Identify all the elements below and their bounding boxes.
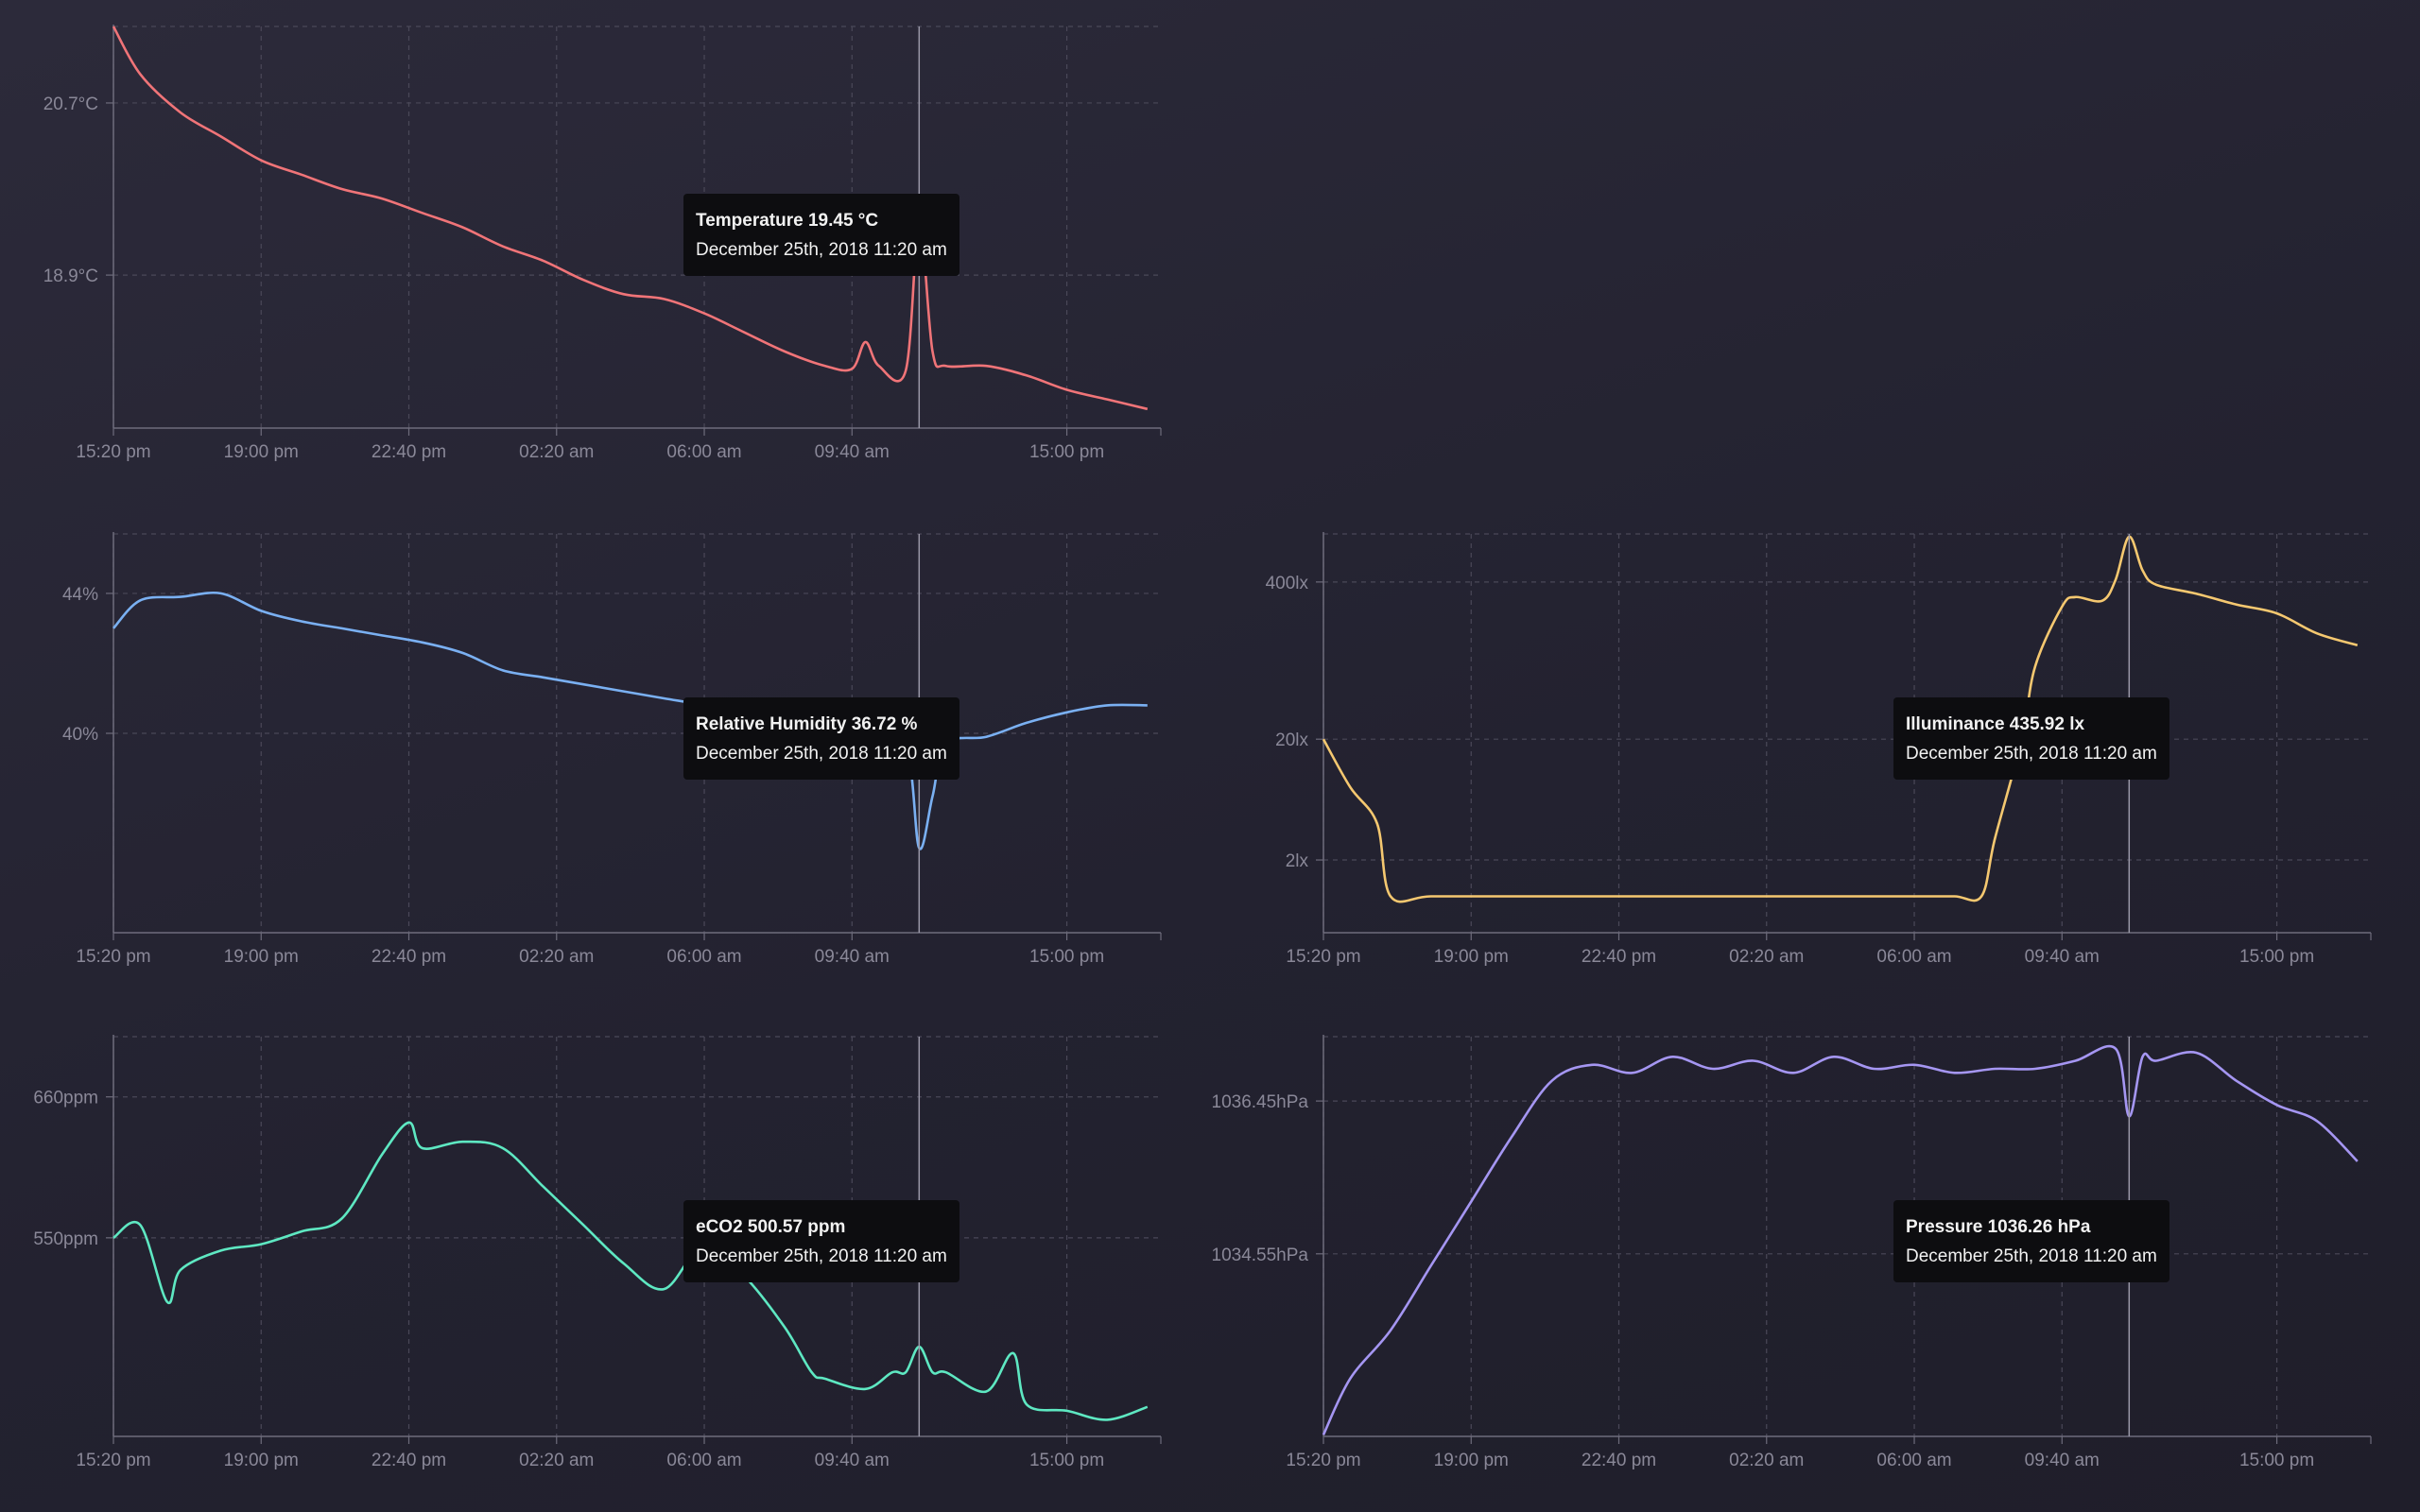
- tooltip-humidity-title: Relative Humidity 36.72 %: [696, 714, 918, 734]
- tooltip-pressure-title: Pressure 1036.26 hPa: [1906, 1217, 2091, 1237]
- y-tick-label-temperature-0: 20.7°C: [43, 94, 98, 114]
- chart-illuminance: 400lx 20lx 2lx 15:20 pm 19:00 pm 22:40 pm 02:2…: [1266, 532, 2372, 967]
- tooltip-pressure: Pressure 1036.26 hPa December 25th, 2018…: [1893, 1200, 2169, 1282]
- x-tick-label-temperature-4: 06:00 am: [666, 442, 741, 462]
- x-tick-label-temperature-2: 22:40 pm: [372, 442, 446, 462]
- series-line-eco2: [112, 1121, 1149, 1421]
- x-tick-label-humidity-3: 02:20 am: [519, 947, 594, 967]
- y-tick-label-pressure-0: 1036.45hPa: [1212, 1092, 1309, 1112]
- x-tick-label-illuminance-1: 19:00 pm: [1434, 947, 1509, 967]
- tooltip-illuminance-date: December 25th, 2018 11:20 am: [1906, 744, 2157, 764]
- x-tick-label-humidity-6: 15:00 pm: [1029, 947, 1104, 967]
- x-tick-label-eco2-1: 19:00 pm: [224, 1451, 299, 1470]
- y-tick-label-pressure-1: 1034.55hPa: [1212, 1246, 1309, 1265]
- tooltip-temperature-title: Temperature 19.45 °C: [696, 211, 879, 231]
- x-tick-label-illuminance-5: 09:40 am: [2025, 947, 2100, 967]
- x-tick-label-humidity-2: 22:40 pm: [372, 947, 446, 967]
- x-tick-label-humidity-1: 19:00 pm: [224, 947, 299, 967]
- x-tick-label-illuminance-4: 06:00 am: [1876, 947, 1951, 967]
- series-line-humidity: [112, 591, 1148, 850]
- y-tick-label-illuminance-0: 400lx: [1266, 574, 1309, 593]
- tooltip-eco2: eCO2 500.57 ppm December 25th, 2018 11:2…: [683, 1200, 959, 1282]
- y-tick-label-illuminance-2: 2lx: [1286, 851, 1309, 871]
- y-tick-label-temperature-1: 18.9°C: [43, 266, 98, 286]
- x-tick-label-pressure-4: 06:00 am: [1876, 1451, 1951, 1470]
- x-tick-label-pressure-1: 19:00 pm: [1434, 1451, 1509, 1470]
- tooltip-temperature: Temperature 19.45 °C December 25th, 2018…: [683, 194, 959, 276]
- x-tick-label-temperature-1: 19:00 pm: [224, 442, 299, 462]
- tooltip-temperature-date: December 25th, 2018 11:20 am: [696, 240, 947, 260]
- x-tick-label-illuminance-2: 22:40 pm: [1582, 947, 1656, 967]
- x-tick-label-illuminance-6: 15:00 pm: [2239, 947, 2314, 967]
- x-tick-label-eco2-2: 22:40 pm: [372, 1451, 446, 1470]
- x-tick-label-pressure-5: 09:40 am: [2025, 1451, 2100, 1470]
- tooltip-eco2-date: December 25th, 2018 11:20 am: [696, 1246, 947, 1266]
- x-tick-label-humidity-0: 15:20 pm: [76, 947, 150, 967]
- y-tick-label-humidity-1: 40%: [62, 725, 98, 745]
- x-tick-label-pressure-0: 15:20 pm: [1286, 1451, 1360, 1470]
- x-tick-label-pressure-2: 22:40 pm: [1582, 1451, 1656, 1470]
- chart-pressure: 1036.45hPa 1034.55hPa 15:20 pm 19:00 pm 22:4…: [1212, 1035, 2372, 1470]
- x-tick-label-temperature-6: 15:00 pm: [1029, 442, 1104, 462]
- series-line-illuminance: [1322, 535, 2359, 903]
- tooltip-eco2-title: eCO2 500.57 ppm: [696, 1217, 846, 1237]
- series-line-pressure: [1322, 1044, 2359, 1435]
- x-tick-label-illuminance-0: 15:20 pm: [1286, 947, 1360, 967]
- x-tick-label-humidity-4: 06:00 am: [666, 947, 741, 967]
- tooltip-humidity: Relative Humidity 36.72 % December 25th,…: [683, 697, 959, 780]
- y-tick-label-eco2-0: 660ppm: [33, 1089, 98, 1108]
- x-tick-label-eco2-0: 15:20 pm: [76, 1451, 150, 1470]
- x-tick-label-temperature-5: 09:40 am: [815, 442, 890, 462]
- tooltip-humidity-date: December 25th, 2018 11:20 am: [696, 744, 947, 764]
- y-tick-label-eco2-1: 550ppm: [33, 1229, 98, 1249]
- tooltip-illuminance-title: Illuminance 435.92 lx: [1906, 714, 2085, 734]
- x-tick-label-pressure-3: 02:20 am: [1729, 1451, 1804, 1470]
- tooltip-pressure-date: December 25th, 2018 11:20 am: [1906, 1246, 2157, 1266]
- y-tick-label-illuminance-1: 20lx: [1275, 730, 1308, 750]
- x-tick-label-eco2-5: 09:40 am: [815, 1451, 890, 1470]
- x-tick-label-illuminance-3: 02:20 am: [1729, 947, 1804, 967]
- x-tick-label-pressure-6: 15:00 pm: [2239, 1451, 2314, 1470]
- y-tick-label-humidity-0: 44%: [62, 585, 98, 605]
- tooltip-illuminance: Illuminance 435.92 lx December 25th, 201…: [1893, 697, 2169, 780]
- chart-humidity: 44% 40% 15:20 pm 19:00 pm 22:40 pm 02:20 am 06…: [62, 532, 1162, 967]
- x-tick-label-eco2-3: 02:20 am: [519, 1451, 594, 1470]
- x-tick-label-humidity-5: 09:40 am: [815, 947, 890, 967]
- chart-eco2: 660ppm 550ppm 15:20 pm 19:00 pm 22:40 pm 02:2…: [33, 1035, 1162, 1470]
- x-tick-label-eco2-6: 15:00 pm: [1029, 1451, 1104, 1470]
- x-tick-label-eco2-4: 06:00 am: [666, 1451, 741, 1470]
- x-tick-label-temperature-3: 02:20 am: [519, 442, 594, 462]
- series-line-temperature: [112, 26, 1149, 411]
- chart-temperature: 20.7°C 18.9°C 15:20 pm 19:00 pm 22:40 pm 02:2…: [43, 25, 1162, 462]
- x-tick-label-temperature-0: 15:20 pm: [76, 442, 150, 462]
